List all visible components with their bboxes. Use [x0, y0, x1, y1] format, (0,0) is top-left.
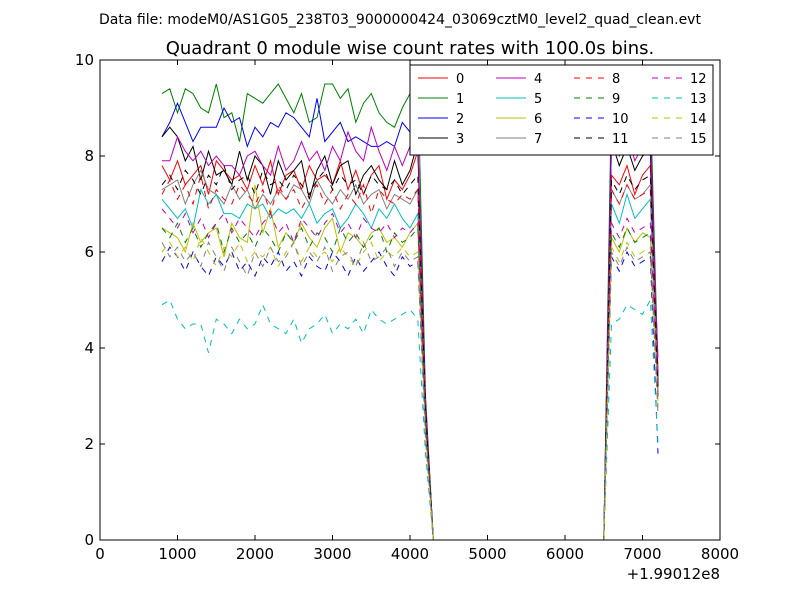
legend-label-7: 7 [534, 132, 542, 147]
x-tick-label: 2000 [236, 545, 274, 563]
series-line-6 [161, 184, 659, 541]
legend-label-1: 1 [456, 92, 464, 107]
y-tick-label: 2 [84, 435, 94, 453]
y-tick-label: 10 [75, 51, 94, 69]
y-tick-label: 6 [84, 243, 94, 261]
series-line-14 [161, 236, 659, 541]
x-axis-offset-label: +1.99012e8 [627, 565, 720, 583]
x-tick-label: 6000 [546, 545, 584, 563]
legend-label-2: 2 [456, 112, 464, 127]
series-line-11 [161, 164, 659, 541]
legend-label-12: 12 [690, 72, 707, 87]
legend-label-14: 14 [690, 112, 707, 127]
series-line-4 [162, 125, 659, 541]
series-line-9 [161, 222, 659, 541]
legend-label-5: 5 [534, 92, 542, 107]
legend-box [409, 64, 714, 156]
y-tick-label: 0 [84, 531, 94, 549]
legend-label-4: 4 [534, 72, 542, 87]
x-tick-label: 8000 [701, 545, 739, 563]
y-tick-label: 8 [84, 147, 94, 165]
series-line-7 [161, 169, 659, 541]
x-tick-label: 0 [95, 545, 105, 563]
series-line-13 [161, 298, 659, 541]
x-tick-label: 5000 [468, 545, 506, 563]
series-line-5 [161, 188, 659, 541]
legend-label-15: 15 [690, 132, 707, 147]
series-line-15 [161, 240, 659, 541]
legend-label-13: 13 [690, 92, 707, 107]
x-tick-label: 3000 [313, 545, 351, 563]
legend-label-6: 6 [534, 112, 542, 127]
y-tick-label: 4 [84, 339, 94, 357]
x-tick-label: 1000 [158, 545, 196, 563]
legend-label-10: 10 [612, 112, 629, 127]
legend-label-0: 0 [456, 72, 464, 87]
series-line-3 [161, 126, 659, 541]
x-tick-label: 4000 [391, 545, 429, 563]
chart-title: Quadrant 0 module wise count rates with … [166, 38, 655, 59]
series-line-8 [161, 175, 659, 541]
series-line-12 [161, 208, 659, 541]
x-tick-label: 7000 [623, 545, 661, 563]
legend-label-3: 3 [456, 132, 464, 147]
legend-label-9: 9 [612, 92, 620, 107]
series-line-0 [161, 151, 659, 541]
legend-label-11: 11 [612, 132, 629, 147]
series-line-10 [161, 246, 659, 541]
legend-label-8: 8 [612, 72, 620, 87]
chart-suptitle: Data file: modeM0/AS1G05_238T03_90000004… [99, 12, 701, 28]
